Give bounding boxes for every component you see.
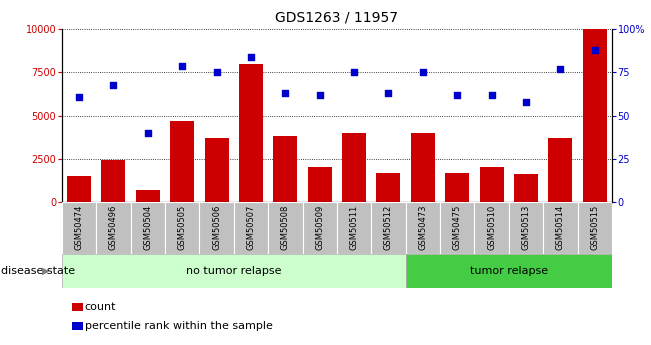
Text: GSM50473: GSM50473: [419, 204, 427, 250]
Bar: [234, 202, 268, 254]
Point: [108, 82, 118, 87]
Point: [74, 94, 84, 99]
Point: [143, 130, 153, 136]
Bar: [583, 29, 607, 202]
Bar: [371, 202, 406, 254]
Point: [383, 90, 394, 96]
Bar: [440, 202, 475, 254]
Text: GSM50475: GSM50475: [452, 204, 462, 250]
Text: GSM50506: GSM50506: [212, 204, 221, 250]
Bar: [67, 176, 91, 202]
Point: [280, 90, 290, 96]
Bar: [480, 167, 504, 202]
Bar: [543, 202, 577, 254]
Bar: [136, 190, 160, 202]
Point: [418, 70, 428, 75]
Bar: [72, 322, 83, 330]
Point: [245, 54, 256, 60]
Bar: [72, 303, 83, 311]
Bar: [239, 64, 263, 202]
Text: ▶: ▶: [42, 266, 49, 276]
Point: [452, 92, 462, 98]
Bar: [96, 202, 131, 254]
Text: GSM50514: GSM50514: [556, 204, 565, 250]
Text: count: count: [85, 302, 116, 312]
Text: GSM50504: GSM50504: [143, 204, 152, 250]
Text: GSM50515: GSM50515: [590, 204, 600, 250]
Bar: [342, 133, 366, 202]
Bar: [308, 167, 332, 202]
Point: [212, 70, 222, 75]
Bar: [62, 254, 406, 288]
Bar: [165, 202, 199, 254]
Bar: [577, 202, 612, 254]
Bar: [509, 202, 543, 254]
Bar: [548, 138, 572, 202]
Bar: [376, 172, 400, 202]
Text: GSM50505: GSM50505: [178, 204, 187, 250]
Text: GSM50513: GSM50513: [521, 204, 531, 250]
Bar: [475, 202, 509, 254]
Text: GSM50510: GSM50510: [487, 204, 496, 250]
Bar: [170, 121, 194, 202]
Point: [177, 63, 187, 68]
Text: tumor relapse: tumor relapse: [470, 266, 548, 276]
Bar: [303, 202, 337, 254]
Point: [314, 92, 325, 98]
Text: GSM50474: GSM50474: [74, 204, 83, 250]
Point: [486, 92, 497, 98]
Text: GSM50512: GSM50512: [384, 204, 393, 250]
Bar: [273, 136, 298, 202]
Bar: [411, 133, 435, 202]
Bar: [204, 138, 229, 202]
Text: GSM50508: GSM50508: [281, 204, 290, 250]
Bar: [199, 202, 234, 254]
Bar: [514, 174, 538, 202]
Bar: [406, 254, 612, 288]
Text: GSM50507: GSM50507: [247, 204, 255, 250]
Text: GDS1263 / 11957: GDS1263 / 11957: [275, 10, 398, 24]
Text: percentile rank within the sample: percentile rank within the sample: [85, 321, 273, 331]
Bar: [406, 202, 440, 254]
Bar: [131, 202, 165, 254]
Bar: [337, 202, 371, 254]
Text: GSM50496: GSM50496: [109, 204, 118, 250]
Text: no tumor relapse: no tumor relapse: [186, 266, 281, 276]
Text: disease state: disease state: [1, 266, 76, 276]
Bar: [268, 202, 303, 254]
Bar: [445, 172, 469, 202]
Bar: [102, 160, 126, 202]
Text: GSM50509: GSM50509: [315, 204, 324, 250]
Point: [349, 70, 359, 75]
Text: GSM50511: GSM50511: [350, 204, 359, 250]
Point: [590, 47, 600, 53]
Point: [521, 99, 531, 105]
Point: [555, 66, 566, 72]
Bar: [62, 202, 96, 254]
